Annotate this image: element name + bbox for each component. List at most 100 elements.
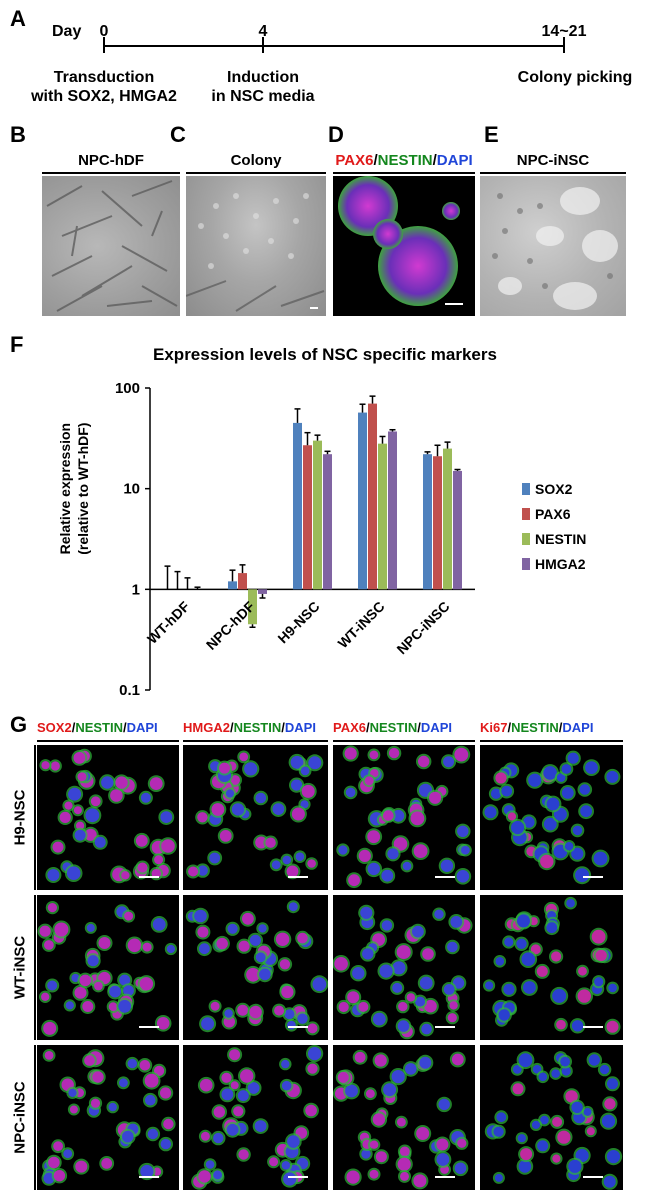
timeline-tick-0 xyxy=(103,37,105,53)
bar-hmga2-h9-nsc xyxy=(323,454,332,590)
step-transduction: Transduction with SOX2, HMGA2 xyxy=(31,69,177,105)
header-part: NESTIN xyxy=(511,720,559,735)
day-14-21: 14~21 xyxy=(541,23,587,40)
fluorescence-cell xyxy=(333,1045,475,1190)
x-tick-label: NPC-hDF xyxy=(203,598,258,653)
scale-bar xyxy=(583,876,603,878)
brightfield-npc-hdf xyxy=(42,176,180,316)
bar-sox2-npc-hdf xyxy=(228,581,237,590)
y-tick-label: 0.1 xyxy=(119,682,140,699)
header-part: Ki67 xyxy=(480,720,508,735)
day-4: 4 xyxy=(258,23,268,40)
legend-swatch-pax6 xyxy=(522,508,530,520)
fluorescence-cell xyxy=(183,745,328,890)
header-part: NESTIN xyxy=(233,720,282,735)
chart-title: Expression levels of NSC specific marker… xyxy=(153,345,497,364)
grid-g-col-underline xyxy=(480,740,623,742)
underline-c xyxy=(186,172,326,174)
bar-sox2-wt-insc xyxy=(358,412,367,590)
scale-bar xyxy=(583,1176,603,1178)
grid-g-row-label: H9-NSC xyxy=(11,789,29,845)
scale-bar xyxy=(435,1026,455,1028)
header-part: / xyxy=(281,720,285,735)
y-axis-label: Relative expression xyxy=(57,423,73,555)
header-part: / xyxy=(71,720,76,735)
fluorescence-pax6-nestin-dapi xyxy=(333,176,475,316)
x-tick-label: WT-iNSC xyxy=(335,598,388,651)
legend-swatch-nestin xyxy=(522,533,530,545)
header-part: PAX6 xyxy=(333,720,366,735)
header-part: SOX2 xyxy=(37,720,72,735)
grid-g-row-label: WT-iNSC xyxy=(11,935,29,999)
fluorescence-cell xyxy=(480,745,623,890)
timeline-tick-14 xyxy=(563,37,565,53)
bar-hmga2-npc-hdf xyxy=(258,589,267,594)
panel-label-d: D xyxy=(328,122,344,147)
scale-bar xyxy=(435,876,455,878)
header-part: / xyxy=(229,720,234,735)
chart-f: Expression levels of NSC specific marker… xyxy=(0,340,650,710)
step-induction: Induction in NSC media xyxy=(211,69,315,105)
legend-swatch-sox2 xyxy=(522,483,530,495)
grid-g-col-header-2: PAX6/NESTIN/DAPI xyxy=(333,720,478,735)
header-part: / xyxy=(507,720,512,735)
bar-pax6-npc-insc xyxy=(433,456,442,590)
timeline-axis xyxy=(103,45,565,47)
underline-b xyxy=(42,172,180,174)
header-part: DAPI xyxy=(562,720,594,735)
y-tick-label: 100 xyxy=(115,380,140,397)
fluorescence-cell xyxy=(333,745,475,890)
fluorescence-cell xyxy=(480,1045,623,1190)
scale-bar-c xyxy=(310,307,318,309)
panel-label-g: G xyxy=(10,712,28,737)
scale-bar xyxy=(288,876,308,878)
scale-bar xyxy=(139,1026,159,1028)
header-part: / xyxy=(558,720,563,735)
header-part: DAPI xyxy=(126,720,158,735)
bar-pax6-npc-hdf xyxy=(238,573,247,590)
grid-g-row-bracket xyxy=(34,1045,36,1190)
grid-g-col-underline xyxy=(37,740,179,742)
grid-g-col-underline xyxy=(333,740,475,742)
scale-bar xyxy=(139,876,159,878)
panel-label-a: A xyxy=(10,6,26,31)
bar-pax6-h9-nsc xyxy=(303,445,312,590)
legend-label-pax6: PAX6 xyxy=(535,506,571,522)
grid-g-col-header-3: Ki67/NESTIN/DAPI xyxy=(480,720,626,735)
fluorescence-cell xyxy=(480,895,623,1040)
panel-label-e: E xyxy=(484,122,499,147)
bar-hmga2-npc-insc xyxy=(453,470,462,590)
grid-g-col-header-1: HMGA2/NESTIN/DAPI xyxy=(183,720,331,735)
title-npc-insc: NPC-iNSC xyxy=(516,152,590,169)
day-0: 0 xyxy=(99,23,109,40)
timeline-tick-4 xyxy=(262,37,264,53)
legend-label-nestin: NESTIN xyxy=(535,531,586,547)
y-tick-label: 10 xyxy=(123,481,140,498)
underline-d xyxy=(333,172,475,174)
x-tick-label: NPC-iNSC xyxy=(393,598,452,657)
fluorescence-cell xyxy=(333,895,475,1040)
y-tick-label: 1 xyxy=(132,581,140,598)
grid-g-row-bracket xyxy=(34,895,36,1040)
bar-nestin-h9-nsc xyxy=(313,440,322,590)
fluorescence-cell xyxy=(37,745,179,890)
bar-pax6-wt-insc xyxy=(368,403,377,590)
header-part: NESTIN xyxy=(369,720,418,735)
scale-bar xyxy=(435,1176,455,1178)
legend-label-sox2: SOX2 xyxy=(535,481,573,497)
bar-nestin-wt-insc xyxy=(378,443,387,590)
title-pax6-nestin-dapi: PAX6/NESTIN/DAPI xyxy=(335,152,473,169)
scale-bar xyxy=(288,1176,308,1178)
bar-nestin-npc-hdf xyxy=(248,589,257,625)
header-part: / xyxy=(122,720,127,735)
header-part: DAPI xyxy=(284,720,316,735)
brightfield-colony xyxy=(186,176,326,316)
y-axis-label-2: (relative to WT-hDF) xyxy=(75,423,91,555)
scale-bar xyxy=(583,1026,603,1028)
title-colony: Colony xyxy=(230,152,282,169)
legend-swatch-hmga2 xyxy=(522,558,530,570)
fluorescence-cell xyxy=(183,1045,328,1190)
scale-bar xyxy=(139,1176,159,1178)
scale-bar-d xyxy=(445,303,463,305)
fluorescence-cell xyxy=(37,1045,179,1190)
